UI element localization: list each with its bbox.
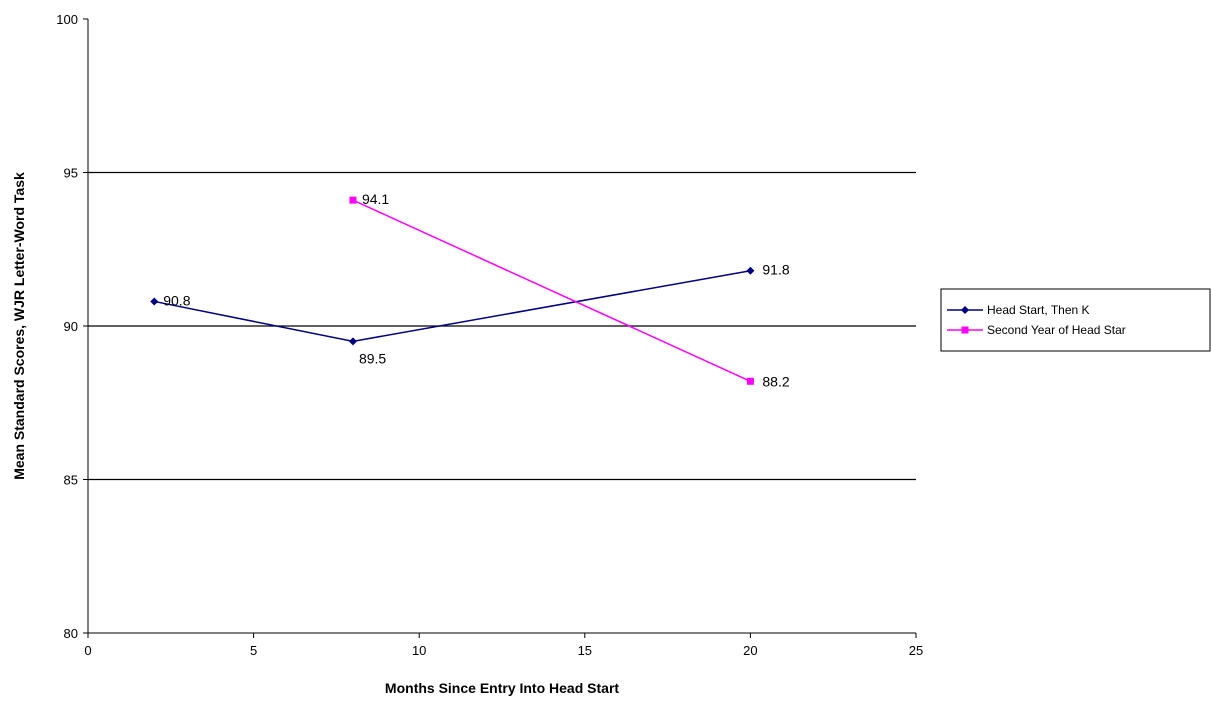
legend-marker-1 xyxy=(961,326,969,334)
series-line-0 xyxy=(154,270,751,343)
y-tick-label-90: 90 xyxy=(64,319,78,334)
legend-marker-0 xyxy=(961,306,969,314)
x-axis-title: Months Since Entry Into Head Start xyxy=(385,680,619,696)
data-label-0-2: 91.8 xyxy=(762,262,789,278)
data-label-0-0: 90.8 xyxy=(163,292,190,308)
x-tick-label-25: 25 xyxy=(909,643,923,658)
series-group xyxy=(150,196,755,385)
legend-box xyxy=(940,288,1211,352)
gridlines xyxy=(88,171,916,481)
x-tick-label-10: 10 xyxy=(412,643,426,658)
data-point-0-0 xyxy=(150,297,159,306)
data-point-1-1 xyxy=(746,377,754,385)
legend-label-0: Head Start, Then K xyxy=(987,303,1090,317)
y-tick-label-100: 100 xyxy=(56,12,78,27)
x-tick-label-15: 15 xyxy=(578,643,592,658)
data-point-1-0 xyxy=(349,196,357,204)
legend: Head Start, Then K Second Year of Head St… xyxy=(940,288,1211,352)
legend-label-1: Second Year of Head Star xyxy=(987,323,1126,337)
x-tick-label-0: 0 xyxy=(84,643,91,658)
series-line-1 xyxy=(352,199,751,382)
data-labels: 90.8 89.5 91.8 94.1 88.2 xyxy=(163,191,790,389)
data-label-0-1: 89.5 xyxy=(359,350,386,366)
x-tick-label-5: 5 xyxy=(250,643,257,658)
data-label-1-1: 88.2 xyxy=(762,373,789,389)
y-tick-label-95: 95 xyxy=(64,166,78,181)
axes: 80 85 90 95 100 0 5 10 15 20 25 xyxy=(56,12,923,658)
y-tick-label-85: 85 xyxy=(64,473,78,488)
data-point-0-2 xyxy=(746,266,755,275)
data-label-1-0: 94.1 xyxy=(362,191,389,207)
y-tick-label-80: 80 xyxy=(64,626,78,641)
data-point-0-1 xyxy=(348,337,357,346)
y-axis-title: Mean Standard Scores, WJR Letter-Word Ta… xyxy=(11,172,27,480)
x-tick-label-20: 20 xyxy=(743,643,757,658)
